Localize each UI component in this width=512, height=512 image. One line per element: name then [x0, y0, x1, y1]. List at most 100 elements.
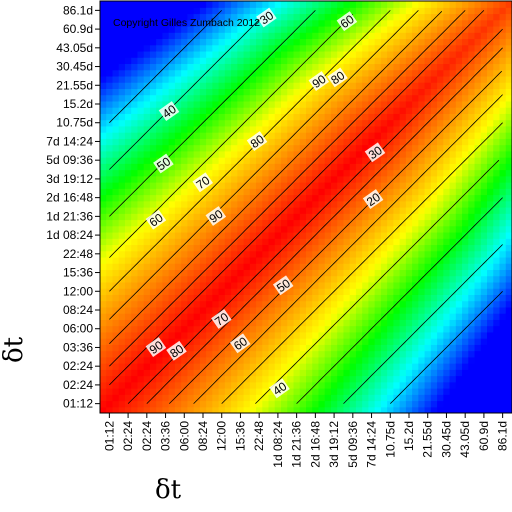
heatmap-cell	[249, 325, 257, 333]
heatmap-cell	[174, 219, 182, 227]
heatmap-cell	[505, 7, 512, 15]
heatmap-cell	[368, 188, 376, 196]
heatmap-cell	[430, 219, 438, 227]
heatmap-cell	[206, 225, 213, 233]
heatmap-cell	[212, 119, 220, 127]
heatmap-cell	[193, 194, 201, 202]
heatmap-cell	[243, 119, 251, 127]
heatmap-cell	[124, 319, 132, 327]
heatmap-cell	[243, 306, 251, 314]
heatmap-cell	[405, 107, 413, 114]
heatmap-cell	[393, 75, 401, 83]
heatmap-cell	[412, 213, 419, 221]
heatmap-cell	[318, 288, 326, 295]
heatmap-cell	[274, 319, 282, 327]
heatmap-cell	[449, 38, 457, 46]
heatmap-cell	[231, 256, 238, 264]
contour-lines	[109, 10, 503, 404]
heatmap-cell	[124, 294, 132, 302]
heatmap-cell	[118, 331, 126, 339]
heatmap-cell	[299, 63, 307, 71]
heatmap-cell	[187, 300, 195, 308]
heatmap-cell	[206, 325, 213, 333]
heatmap-cell	[349, 300, 357, 308]
heatmap-cell	[249, 119, 257, 127]
heatmap-cell	[318, 350, 326, 358]
heatmap-cell	[462, 94, 469, 102]
heatmap-cell	[487, 350, 494, 358]
heatmap-cell	[437, 138, 444, 146]
heatmap-cell	[368, 38, 376, 46]
heatmap-cell	[374, 188, 382, 196]
heatmap-cell	[449, 394, 457, 402]
heatmap-cell	[243, 263, 251, 271]
heatmap-cell	[324, 294, 332, 302]
heatmap-cell	[262, 388, 270, 395]
heatmap-cell	[455, 250, 463, 258]
heatmap-cell	[149, 194, 157, 202]
heatmap-cell	[243, 125, 251, 133]
x-tick-label: 03:36	[159, 421, 173, 451]
heatmap-cell	[455, 231, 463, 239]
heatmap-cell	[206, 400, 213, 408]
heatmap-cell	[374, 19, 382, 27]
heatmap-cell	[193, 219, 201, 227]
heatmap-cell	[455, 182, 463, 189]
heatmap-cell	[231, 400, 238, 408]
heatmap-cell	[281, 44, 288, 52]
heatmap-cell	[243, 381, 251, 389]
heatmap-cell	[399, 200, 407, 208]
heatmap-cell	[112, 350, 120, 358]
heatmap-cell	[455, 325, 463, 333]
heatmap-cell	[493, 300, 501, 308]
heatmap-cell	[312, 175, 320, 183]
heatmap-cell	[162, 25, 170, 33]
heatmap-cell	[112, 69, 120, 77]
heatmap-cell	[299, 219, 307, 227]
heatmap-cell	[281, 150, 288, 158]
heatmap-cell	[412, 125, 419, 133]
heatmap-cell	[193, 207, 201, 214]
heatmap-cell	[187, 157, 195, 164]
heatmap-cell	[187, 263, 195, 271]
heatmap-cell	[206, 13, 213, 21]
heatmap-cell	[274, 231, 282, 239]
heatmap-cell	[455, 75, 463, 83]
heatmap-cell	[199, 19, 207, 27]
heatmap-cell	[281, 306, 288, 314]
heatmap-cell	[355, 313, 363, 320]
heatmap-cell	[287, 231, 295, 239]
heatmap-cell	[412, 375, 419, 383]
heatmap-cell	[430, 213, 438, 221]
heatmap-cell	[374, 231, 382, 239]
heatmap-cell	[387, 132, 394, 139]
heatmap-cell	[206, 269, 213, 277]
heatmap-cell	[149, 175, 157, 183]
heatmap-cell	[324, 69, 332, 77]
heatmap-cell	[499, 157, 507, 164]
heatmap-cell	[124, 363, 132, 370]
heatmap-cell	[243, 406, 251, 413]
heatmap-cell	[106, 313, 114, 320]
heatmap-cell	[424, 231, 432, 239]
heatmap-cell	[224, 63, 232, 71]
heatmap-cell	[137, 388, 145, 395]
heatmap-cell	[412, 94, 419, 102]
heatmap-cell	[362, 119, 370, 127]
heatmap-cell	[493, 313, 501, 320]
heatmap-cell	[505, 175, 512, 183]
heatmap-cell	[487, 144, 494, 152]
heatmap-cell	[206, 169, 213, 177]
heatmap-cell	[462, 406, 469, 413]
heatmap-cell	[387, 19, 394, 27]
heatmap-cell	[380, 82, 388, 89]
heatmap-cell	[156, 182, 164, 189]
heatmap-cell	[274, 256, 282, 264]
heatmap-cell	[249, 19, 257, 27]
heatmap-cell	[493, 94, 501, 102]
heatmap-cell	[124, 338, 132, 345]
heatmap-cell	[312, 331, 320, 339]
heatmap-cell	[268, 175, 276, 183]
heatmap-cell	[487, 375, 494, 383]
contour-label-bg	[229, 333, 251, 354]
